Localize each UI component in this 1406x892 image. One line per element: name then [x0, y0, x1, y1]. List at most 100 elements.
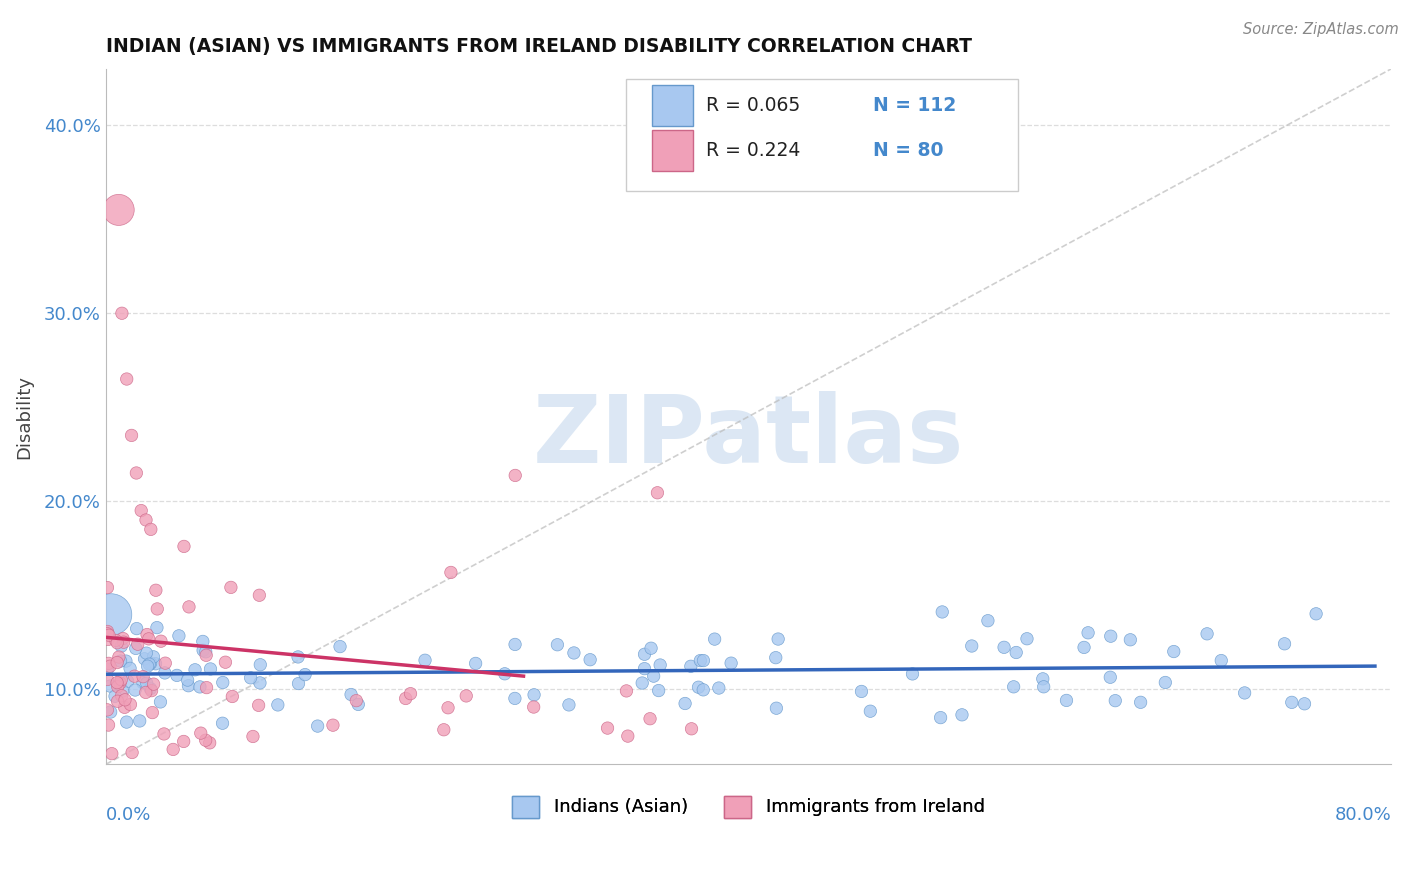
Point — [111, 684, 134, 698]
Point — [177, 679, 200, 693]
Point — [97, 718, 120, 732]
Y-axis label: Disability: Disability — [15, 375, 32, 458]
Point — [128, 714, 150, 728]
Point — [191, 643, 214, 657]
FancyBboxPatch shape — [652, 130, 693, 171]
Point — [153, 727, 176, 741]
Point — [294, 667, 316, 681]
Point — [135, 676, 157, 690]
Point — [689, 654, 711, 668]
Point — [859, 704, 882, 718]
Point — [692, 682, 714, 697]
FancyBboxPatch shape — [652, 85, 693, 126]
Point — [1281, 695, 1303, 709]
Point — [135, 646, 157, 660]
Text: ZIPatlas: ZIPatlas — [533, 392, 965, 483]
Point — [503, 691, 526, 706]
Point — [673, 697, 696, 711]
Point — [1002, 680, 1025, 694]
Point — [1233, 686, 1256, 700]
Point — [494, 666, 516, 681]
Point — [249, 657, 271, 672]
Point — [136, 627, 159, 641]
Point — [115, 654, 138, 668]
Point — [97, 632, 120, 647]
Point — [1163, 644, 1185, 658]
Point — [124, 669, 146, 683]
Point — [616, 684, 638, 698]
Point — [173, 734, 195, 748]
Point — [464, 657, 486, 671]
Point — [931, 605, 953, 619]
Text: 80.0%: 80.0% — [1334, 806, 1391, 824]
Point — [1129, 695, 1152, 709]
Point — [703, 632, 725, 646]
Point — [112, 635, 135, 649]
Point — [96, 581, 118, 595]
Point — [107, 694, 129, 708]
Point — [105, 636, 128, 650]
Point — [101, 747, 124, 761]
Point — [136, 659, 159, 673]
Point — [125, 641, 148, 656]
Point — [110, 639, 132, 653]
Point — [125, 622, 148, 636]
Point — [558, 698, 581, 712]
Point — [138, 657, 160, 672]
Point — [98, 679, 121, 693]
Point — [1032, 672, 1054, 686]
Point — [1056, 693, 1078, 707]
Point — [1005, 645, 1028, 659]
Point — [221, 690, 243, 704]
Point — [993, 640, 1015, 655]
Point — [107, 202, 129, 217]
Point — [1099, 670, 1122, 684]
Point — [247, 588, 270, 602]
Point — [96, 703, 118, 717]
Point — [851, 684, 873, 698]
Point — [110, 654, 132, 668]
Point — [523, 688, 546, 702]
Point — [688, 680, 710, 694]
Point — [98, 659, 121, 673]
Point — [640, 641, 662, 656]
Point — [153, 665, 176, 680]
Point — [141, 706, 163, 720]
Point — [146, 602, 169, 616]
Point — [596, 721, 619, 735]
Point — [111, 306, 134, 320]
Point — [1099, 629, 1122, 643]
Point — [1015, 632, 1038, 646]
Point — [105, 656, 128, 670]
Point — [194, 733, 217, 747]
Point — [647, 485, 669, 500]
Text: R = 0.224: R = 0.224 — [706, 141, 800, 161]
Point — [211, 675, 233, 690]
Point — [1211, 654, 1233, 668]
Point — [120, 698, 142, 712]
Point — [98, 628, 121, 642]
Point — [138, 632, 160, 646]
Point — [104, 633, 127, 648]
Point — [720, 656, 742, 670]
Point — [399, 687, 422, 701]
Point — [562, 646, 585, 660]
Point — [110, 689, 132, 703]
Point — [456, 689, 478, 703]
Point — [344, 693, 367, 707]
Point — [647, 683, 669, 698]
FancyBboxPatch shape — [626, 79, 1018, 191]
Point — [117, 674, 139, 689]
Point — [198, 736, 221, 750]
Text: N = 80: N = 80 — [873, 141, 943, 161]
Point — [145, 657, 167, 671]
Point — [633, 647, 655, 661]
Point — [173, 540, 195, 554]
Point — [1119, 632, 1142, 647]
Point — [433, 723, 456, 737]
Point — [579, 653, 602, 667]
Point — [127, 637, 149, 651]
Point — [1032, 680, 1054, 694]
Point — [139, 657, 162, 671]
Point — [307, 719, 329, 733]
